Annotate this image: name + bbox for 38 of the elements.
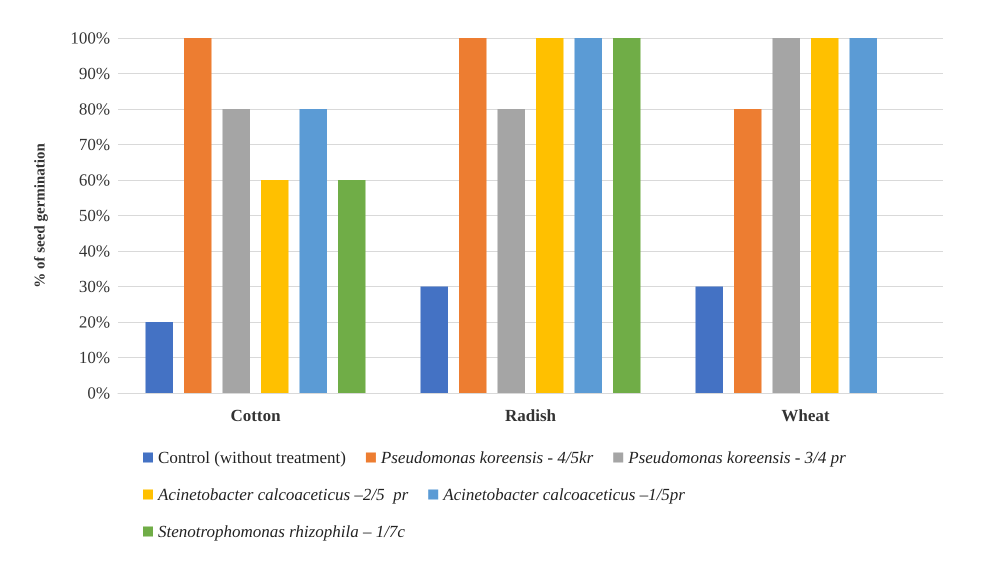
- y-tick-label: 0%: [87, 384, 110, 402]
- y-tick-label: 50%: [78, 206, 110, 225]
- legend-label: Stenotrophomonas rhizophila – 1/7c: [158, 522, 406, 541]
- y-tick-label: 30%: [78, 277, 110, 296]
- bar: [613, 38, 640, 393]
- legend-label: Control (without treatment): [158, 448, 346, 467]
- y-tick-label: 40%: [78, 242, 110, 260]
- legend-label: Pseudomonas koreensis - 4/5kr: [380, 448, 594, 467]
- x-tick-label: Cotton: [230, 406, 282, 425]
- bar: [222, 109, 250, 393]
- legend-label: Acinetobacter calcoaceticus –2/5 pr: [157, 485, 409, 504]
- bar: [536, 38, 564, 393]
- bar: [146, 322, 173, 393]
- y-tick-label: 20%: [78, 312, 110, 332]
- y-tick-label: 70%: [78, 135, 110, 154]
- legend-label: Acinetobacter calcoaceticus –1/5pr: [442, 485, 686, 504]
- legend-label: Pseudomonas koreensis - 3/4 pr: [627, 448, 846, 467]
- bar: [338, 180, 366, 393]
- bar: [459, 38, 486, 393]
- bar: [734, 109, 762, 393]
- bar: [184, 38, 212, 393]
- bar: [498, 109, 525, 393]
- bar: [300, 109, 327, 393]
- bar: [261, 180, 288, 393]
- y-tick-label: 10%: [78, 348, 110, 367]
- y-axis-title: % of seed germination: [32, 142, 48, 288]
- bar: [811, 38, 838, 393]
- y-tick-label: 100%: [70, 28, 110, 48]
- bar: [574, 38, 602, 393]
- x-tick-label: Wheat: [781, 406, 830, 425]
- x-tick-label: Radish: [504, 406, 557, 425]
- y-tick-label: 60%: [78, 170, 110, 190]
- bar: [772, 38, 800, 393]
- bar: [850, 38, 877, 393]
- bar: [420, 286, 448, 393]
- bar: [696, 286, 723, 393]
- y-tick-label: 90%: [78, 64, 110, 83]
- y-tick-label: 80%: [78, 100, 110, 118]
